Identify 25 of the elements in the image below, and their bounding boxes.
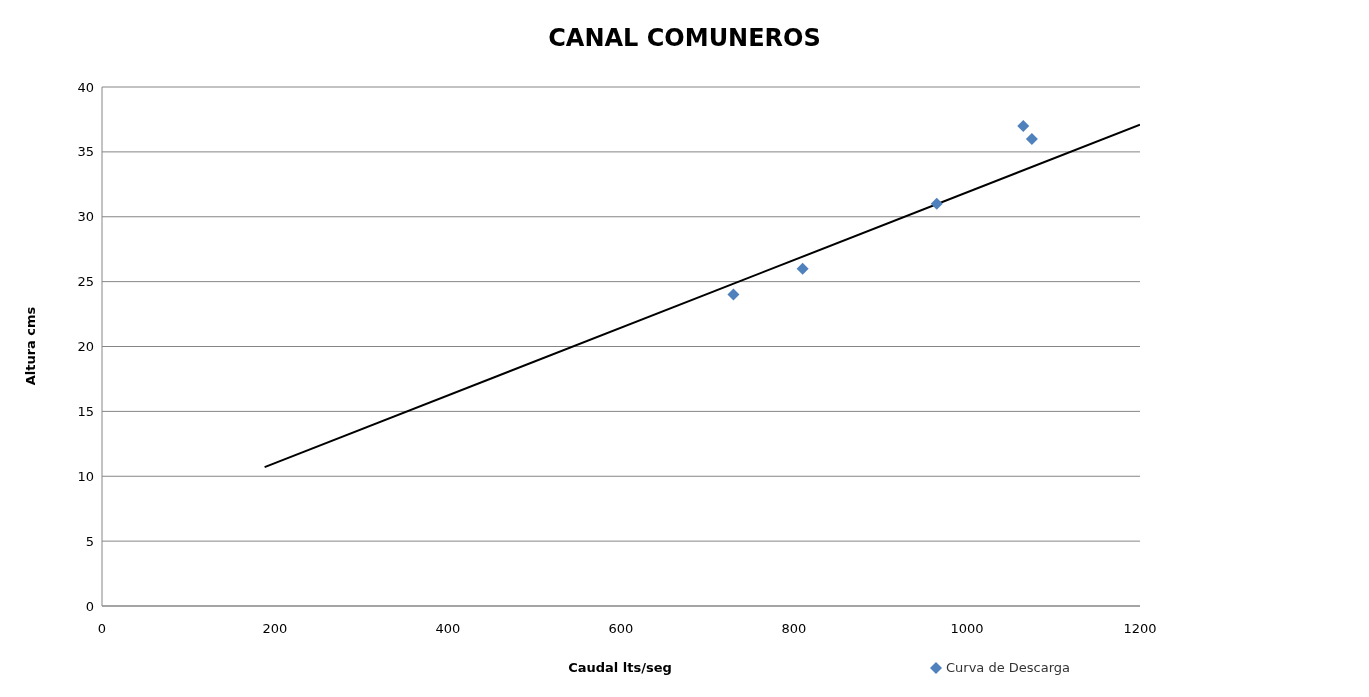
y-tick-label: 25 — [77, 274, 94, 290]
legend-label: Curva de Descarga — [945, 660, 1071, 675]
x-tick-label: 0 — [97, 621, 107, 637]
y-tick-label: 30 — [77, 209, 94, 225]
y-tick-label: 35 — [77, 144, 94, 160]
x-tick-label: 600 — [608, 621, 634, 637]
x-tick-label: 1000 — [950, 621, 984, 637]
y-tick-label: 15 — [77, 403, 94, 419]
point — [727, 288, 740, 301]
y-tick-label: 0 — [85, 598, 94, 614]
x-tick-label: 400 — [435, 621, 461, 637]
x-axis-title: Caudal lts/seg — [567, 660, 673, 675]
y-tick-label: 5 — [85, 533, 94, 549]
x-tick-label: 1200 — [1123, 621, 1157, 637]
chart-title: CANAL COMUNEROS — [547, 24, 822, 52]
x-tick-label: 800 — [781, 621, 807, 637]
point — [1025, 132, 1038, 145]
point — [1017, 119, 1030, 132]
y-tick-label: 20 — [77, 339, 94, 355]
x-tick-label: 200 — [262, 621, 288, 637]
y-axis-title: Altura cms — [22, 306, 38, 386]
y-tick-label: 10 — [77, 468, 94, 484]
point — [796, 262, 809, 275]
point — [930, 197, 943, 210]
y-tick-label: 40 — [77, 79, 94, 95]
